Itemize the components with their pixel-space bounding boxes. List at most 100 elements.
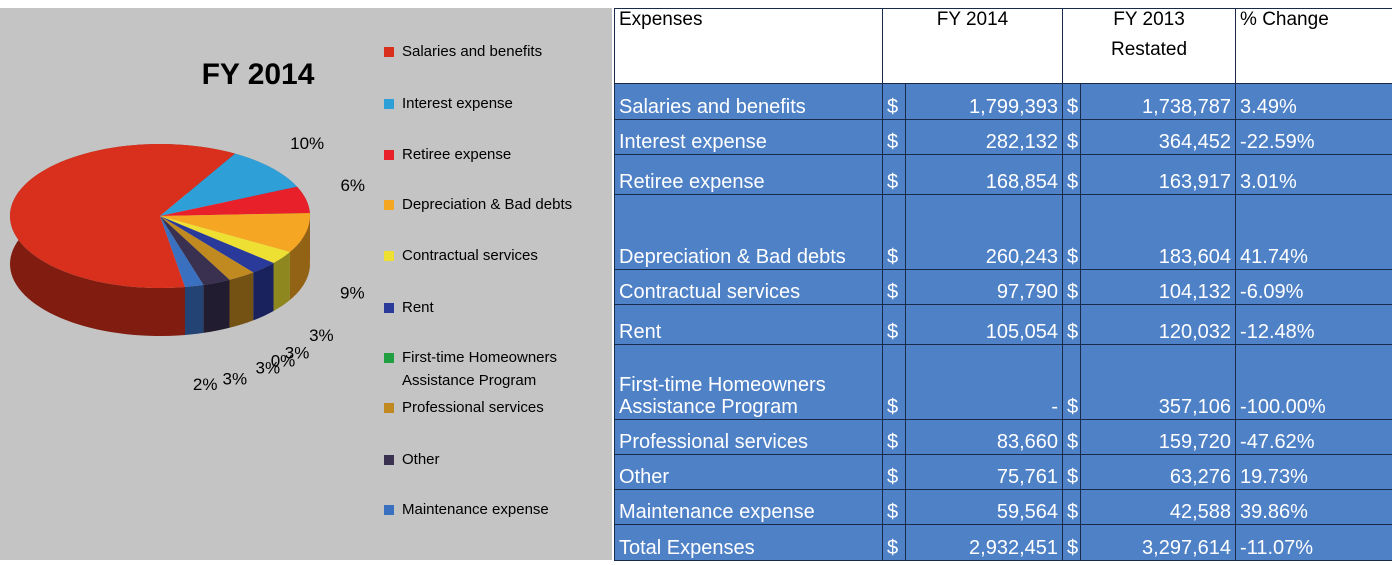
currency-cell: $ (883, 420, 906, 455)
currency-cell: -11.07% (1236, 525, 1392, 561)
legend-label: Retiree expense (402, 146, 511, 163)
value-cell: 105,054 (906, 305, 1063, 345)
row-label-text: Other (619, 466, 669, 488)
row-label: Professional services (615, 420, 883, 455)
row-label: Maintenance expense (615, 490, 883, 525)
legend-swatch (384, 403, 394, 413)
table-row: Interest expense$282,132$364,452-22.59% (615, 120, 1392, 155)
currency-cell: -100.00% (1236, 345, 1392, 420)
table-row: Contractual services$97,790$104,132-6.09… (615, 270, 1392, 305)
row-label: Depreciation & Bad debts (615, 195, 883, 270)
row-label-text: Professional services (619, 431, 808, 453)
legend-label: Professional services (402, 399, 544, 416)
currency-cell: 3.49% (1236, 84, 1392, 120)
header-text: FY 2013 (1067, 9, 1231, 31)
currency-cell: $ (1063, 490, 1081, 525)
table-row: Salaries and benefits$1,799,393$1,738,78… (615, 84, 1392, 120)
row-label-text: First-time Homeowners Assistance Program (619, 374, 847, 418)
currency-cell: $ (1063, 305, 1081, 345)
legend-label: Depreciation & Bad debts (402, 196, 572, 213)
currency-cell: $ (1063, 84, 1081, 120)
currency-cell: -12.48% (1236, 305, 1392, 345)
value-cell: 357,106 (1081, 345, 1236, 420)
chart-title: FY 2014 (202, 58, 315, 91)
value-cell: 159,720 (1081, 420, 1236, 455)
currency-cell: $ (883, 455, 906, 490)
currency-cell: $ (883, 155, 906, 195)
value-cell: 104,132 (1081, 270, 1236, 305)
chart: FY 2014 61%10%6%9%3%3%0%3%3%2%Salaries a… (0, 8, 612, 560)
data-label: 3% (256, 358, 281, 377)
row-label: Total Expenses (615, 525, 883, 561)
slice-side (229, 272, 253, 327)
currency-cell: 39.86% (1236, 490, 1392, 525)
legend-label: Interest expense (402, 95, 513, 112)
header-cell: Expenses (615, 9, 883, 84)
currency-cell: $ (1063, 155, 1081, 195)
value-cell: 282,132 (906, 120, 1063, 155)
table-row: First-time Homeowners Assistance Program… (615, 345, 1392, 420)
legend-label: Rent (402, 299, 435, 316)
currency-cell: $ (883, 84, 906, 120)
legend-swatch (384, 150, 394, 160)
legend-swatch (384, 47, 394, 57)
currency-cell: -22.59% (1236, 120, 1392, 155)
row-label: First-time Homeowners Assistance Program (615, 345, 883, 420)
data-label: 10% (290, 134, 324, 153)
legend-swatch (384, 455, 394, 465)
row-label: Contractual services (615, 270, 883, 305)
value-cell: 120,032 (1081, 305, 1236, 345)
row-label: Other (615, 455, 883, 490)
header-note: Restated (1067, 39, 1231, 61)
legend-line: Assistance Program (402, 372, 536, 389)
currency-cell: $ (883, 270, 906, 305)
table-row: Rent$105,054$120,032-12.48% (615, 305, 1392, 345)
row-label-text: Contractual services (619, 281, 800, 303)
slice-side (253, 263, 273, 320)
legend-line: First-time Homeowners (402, 349, 557, 366)
currency-cell: -47.62% (1236, 420, 1392, 455)
row-label: Salaries and benefits (615, 84, 883, 120)
row-label-text: Depreciation & Bad debts (619, 246, 846, 268)
row-label-text: Maintenance expense (619, 501, 815, 523)
data-label: 9% (340, 283, 365, 302)
chart-panel: FY 2014 61%10%6%9%3%3%0%3%3%2%Salaries a… (0, 8, 612, 560)
currency-cell: $ (1063, 455, 1081, 490)
row-label-text: Rent (619, 321, 661, 343)
value-cell: 260,243 (906, 195, 1063, 270)
value-cell: 83,660 (906, 420, 1063, 455)
legend-swatch (384, 353, 394, 363)
header-cell: FY 2013 Restated (1063, 9, 1236, 84)
legend-swatch (384, 303, 394, 313)
value-cell: 163,917 (1081, 155, 1236, 195)
currency-cell: 19.73% (1236, 455, 1392, 490)
slice-side (185, 285, 203, 335)
currency-cell: $ (1063, 525, 1081, 561)
legend-swatch (384, 251, 394, 261)
table-row: Professional services $83,660$159,720-47.… (615, 420, 1392, 455)
row-label: Interest expense (615, 120, 883, 155)
table-row: Total Expenses$2,932,451$3,297,614-11.07… (615, 525, 1392, 561)
row-label-text: Salaries and benefits (619, 96, 806, 118)
legend-label: Contractual services (402, 247, 538, 264)
value-cell: 3,297,614 (1081, 525, 1236, 561)
value-cell: 183,604 (1081, 195, 1236, 270)
currency-cell: $ (1063, 120, 1081, 155)
currency-cell: $ (1063, 420, 1081, 455)
currency-cell: $ (883, 525, 906, 561)
legend-label: Other (402, 451, 440, 468)
currency-cell: -6.09% (1236, 270, 1392, 305)
data-label: 2% (193, 375, 218, 394)
currency-cell: $ (883, 120, 906, 155)
value-cell: 97,790 (906, 270, 1063, 305)
value-cell: 364,452 (1081, 120, 1236, 155)
currency-cell: $ (883, 345, 906, 420)
data-label: 3% (309, 326, 334, 345)
value-cell: 1,738,787 (1081, 84, 1236, 120)
legend-swatch (384, 99, 394, 109)
value-cell: 168,854 (906, 155, 1063, 195)
